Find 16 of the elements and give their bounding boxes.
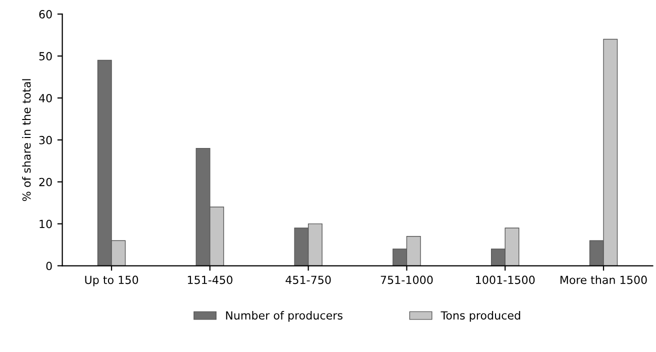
y-tick-label: 30 <box>39 136 52 144</box>
y-tick-label: 10 <box>40 220 52 228</box>
x-tick-label: Up to 150 <box>85 276 138 286</box>
y-tick-label: 40 <box>39 94 52 102</box>
x-tick-label: 1001-1500 <box>476 276 535 284</box>
x-tick-label: 451-750 <box>286 276 331 284</box>
y-tick-label: 50 <box>39 52 52 60</box>
y-tick-label: 20 <box>39 178 52 186</box>
y-tick-label: 60 <box>39 10 52 18</box>
legend-label: Tons produced <box>440 310 520 322</box>
y-tick-label: 0 <box>46 262 52 270</box>
x-tick-label: 751-1000 <box>380 276 433 284</box>
y-axis-title: % of share in the total <box>22 79 31 202</box>
x-tick-label: 151-450 <box>188 276 232 284</box>
x-tick-label: More than 1500 <box>560 275 647 284</box>
legend-label: Number of producers <box>226 310 342 322</box>
